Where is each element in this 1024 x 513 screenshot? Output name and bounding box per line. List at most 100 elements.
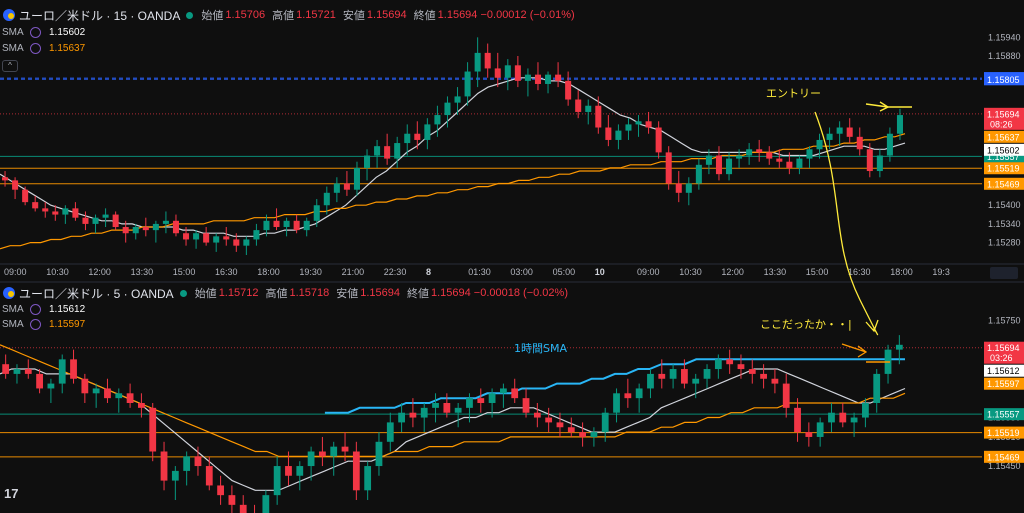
x-tick-label: 19:3 (932, 267, 950, 277)
candle (104, 378, 111, 403)
price-label-box (984, 426, 1024, 439)
candle (545, 71, 552, 94)
visibility-icon[interactable] (30, 26, 41, 38)
visibility-icon[interactable] (30, 42, 41, 54)
x-tick-label: 13:30 (764, 267, 787, 277)
candle-body (565, 80, 572, 100)
candle-body (805, 432, 813, 437)
candle (42, 202, 49, 218)
candle-body (828, 412, 835, 423)
candle-body (132, 227, 139, 234)
ohlc-value: 1.15694 (360, 287, 400, 299)
bottom-symbol-title[interactable]: ユーロ／米ドル · 5 · OANDA (19, 286, 174, 301)
candle (579, 422, 586, 447)
ohlc-label: 安値 (336, 288, 359, 300)
candle (615, 124, 622, 150)
price-label-box (984, 408, 1024, 421)
price-label-box (984, 73, 1024, 86)
candle (13, 364, 21, 384)
candle (333, 177, 340, 203)
candle-body (319, 451, 326, 457)
sma-label: SMA (2, 318, 24, 330)
candle (364, 149, 371, 181)
candle-body (771, 378, 779, 384)
sma-legend-row[interactable]: SMA 1.15597 (2, 317, 85, 331)
y-tick-label: 1.15340 (988, 219, 1021, 229)
price-label-text: 1.15557 (987, 410, 1020, 420)
candle-body (193, 233, 200, 240)
candle-body (92, 388, 100, 394)
sma-value: 1.15637 (49, 42, 86, 54)
candle-body (839, 412, 847, 423)
sma-legend-row[interactable]: SMA 1.15637 (2, 41, 85, 55)
candle-body (262, 495, 270, 513)
x-tick-label: 05:00 (553, 267, 576, 277)
candle (81, 373, 89, 403)
candle (658, 359, 666, 389)
candle (715, 146, 722, 181)
candle (213, 233, 220, 252)
candle (112, 211, 119, 231)
candle-body (47, 383, 55, 389)
candle (477, 388, 485, 413)
ohlc-label: 終値 (413, 10, 436, 22)
candle-body (323, 192, 330, 206)
candle-body (766, 152, 773, 159)
candle (836, 121, 843, 147)
candle (374, 139, 381, 168)
ohlc-label: 安値 (342, 10, 365, 22)
candle-body (364, 466, 372, 491)
x-tick-label: 16:30 (215, 267, 238, 277)
y-tick-label: 1.15280 (988, 238, 1021, 248)
candle (464, 62, 471, 106)
candle (776, 149, 783, 168)
candle-body (432, 403, 439, 408)
collapse-legend-icon[interactable]: ^ (2, 60, 18, 72)
candle-body (504, 65, 511, 78)
candle-body (685, 183, 692, 193)
candle-body (205, 466, 213, 486)
candle (839, 403, 847, 428)
tradingview-logo[interactable]: 17 (4, 486, 19, 501)
candle-body (705, 155, 712, 165)
candle-body (434, 115, 441, 125)
sma-label: SMA (2, 42, 24, 54)
candle (434, 105, 441, 137)
candle (500, 383, 507, 408)
candle-body (409, 412, 417, 418)
sma-legend-row[interactable]: SMA 1.15602 (2, 25, 85, 39)
candle (52, 205, 59, 221)
candle-body (488, 393, 496, 403)
candle-body (658, 373, 666, 379)
sma-label: SMA (2, 303, 24, 315)
sma-legend-row[interactable]: SMA 1.15612 (2, 302, 85, 316)
price-label-box (984, 130, 1024, 143)
candle-body (404, 133, 411, 144)
candle-body (172, 220, 179, 234)
candle-body (414, 133, 421, 140)
drawings: エントリー 1時間SMA ここだったか・・| (514, 87, 912, 363)
price-label-text: 1.15637 (987, 132, 1020, 142)
candle-body (152, 223, 159, 231)
candle-body (386, 422, 394, 442)
candle (228, 485, 236, 513)
candle-body (524, 74, 531, 81)
candle-body (816, 422, 824, 437)
top-symbol-title[interactable]: ユーロ／米ドル · 15 · OANDA (19, 8, 181, 23)
visibility-icon[interactable] (30, 303, 41, 315)
visibility-icon[interactable] (30, 318, 41, 330)
candle-body (715, 155, 722, 175)
candle (605, 115, 612, 147)
candle-body (494, 68, 501, 78)
candle-body (364, 155, 371, 168)
candle (152, 220, 159, 243)
candle-body (194, 456, 202, 467)
candle (585, 99, 592, 125)
candle (32, 195, 39, 212)
candle (466, 393, 473, 423)
candle (443, 393, 451, 418)
candle (695, 158, 702, 190)
annotation-arrow (841, 343, 868, 358)
candle (665, 146, 672, 190)
